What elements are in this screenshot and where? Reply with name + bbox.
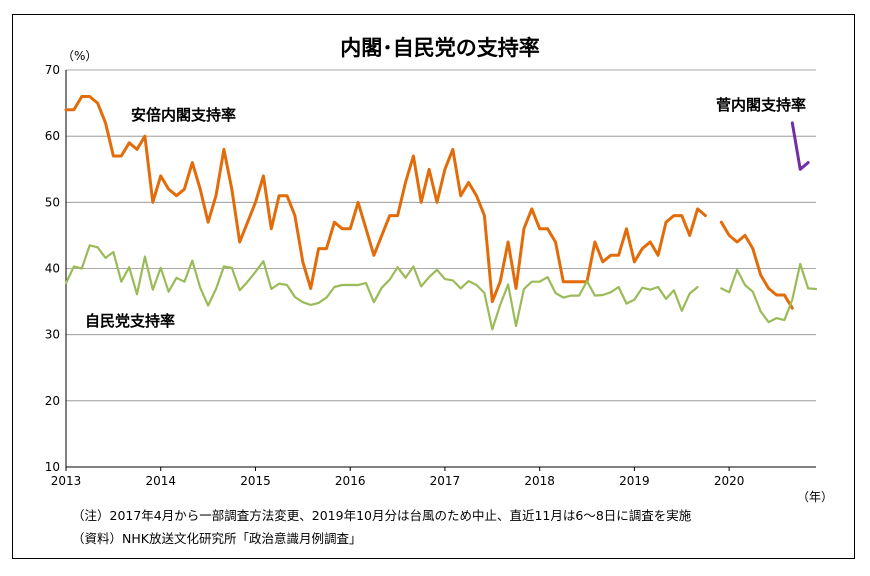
y-tick-label: 70: [45, 63, 60, 77]
y-tick-label: 50: [45, 195, 60, 209]
series-line-1: [719, 220, 794, 310]
series-line-0: [64, 95, 707, 304]
x-tick-label: 2015: [240, 474, 271, 488]
annotation-ldp: 自民党支持率: [85, 312, 175, 330]
y-tick-label: 60: [45, 129, 60, 143]
y-tick-label: 20: [45, 394, 60, 408]
source-line: （資料）NHK放送文化研究所「政治意識月例調査」: [72, 531, 362, 546]
gridlines: [66, 69, 816, 402]
axes: [65, 70, 816, 471]
y-tick-label: 10: [45, 460, 60, 474]
x-unit-label: （年）: [797, 490, 833, 504]
y-tick-label: 40: [45, 262, 60, 276]
y-tick-labels: 10 20 30 40 50 60 70: [45, 63, 60, 474]
x-tick-label: 2013: [51, 474, 82, 488]
x-tick-label: 2020: [714, 474, 745, 488]
series-lines: [64, 95, 818, 331]
series-line-3: [720, 262, 818, 324]
x-tick-label: 2016: [335, 474, 366, 488]
annotation-abe: 安倍内閣支持率: [131, 106, 236, 124]
y-unit-label: （%）: [62, 49, 97, 63]
x-tick-label: 2019: [619, 474, 650, 488]
x-tick-label: 2017: [430, 474, 461, 488]
x-tick-label: 2014: [145, 474, 176, 488]
note-line: （注）2017年4月から一部調査方法変更、2019年10月分は台風のため中止、直…: [72, 508, 692, 523]
series-line-4: [790, 121, 810, 171]
series-line-2: [64, 244, 699, 331]
x-tick-label: 2018: [524, 474, 555, 488]
chart-title: 内閣･自民党の支持率: [340, 36, 540, 60]
y-tick-label: 30: [45, 328, 60, 342]
annotation-suga: 菅内閣支持率: [716, 96, 806, 114]
x-tick-labels: 2013 2014 2015 2016 2017 2018 2019 2020: [51, 474, 745, 488]
